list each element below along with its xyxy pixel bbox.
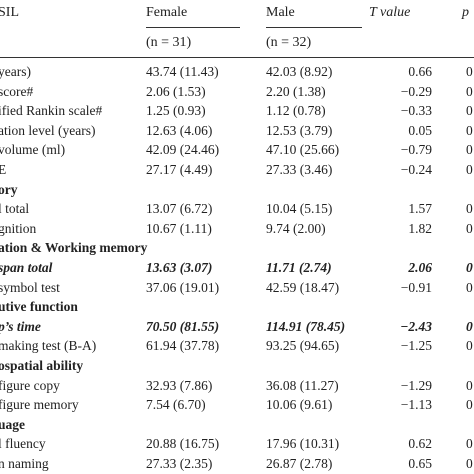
row-female-value: 27.17 (4.49) (146, 162, 213, 177)
row-female-value: 13.63 (3.07) (146, 260, 213, 275)
row-label: l fluency (0, 436, 46, 452)
header-female-n: (n = 31) (146, 35, 192, 50)
row-male-value: 11.71 (2.74) (266, 260, 332, 275)
row-t-value: 0.65 (408, 456, 432, 471)
header-label: SIL (0, 5, 19, 20)
row-label: figure copy (0, 377, 60, 393)
row-label: ospatial ability (0, 358, 84, 373)
row-t-value: −0.79 (400, 142, 432, 158)
row-t-value: −0.91 (400, 279, 432, 295)
row-female-value: 7.54 (6.70) (146, 397, 206, 413)
row-label: symbol test (0, 279, 60, 295)
row-male-value: 9.74 (2.00) (266, 220, 326, 236)
row-female-value: 10.67 (1.11) (146, 220, 212, 236)
row-p-value: 0 (466, 279, 473, 295)
row-female-value: 70.50 (81.55) (146, 318, 220, 334)
row-t-value: −0.33 (400, 103, 432, 119)
row-label: p’s time (0, 318, 41, 334)
row-female-value: 43.74 (11.43) (146, 64, 219, 79)
row-label: volume (ml) (0, 142, 66, 158)
row-female-value: 42.09 (24.46) (146, 142, 220, 158)
row-female-value: 1.25 (0.93) (146, 103, 206, 119)
rule-male (266, 27, 362, 28)
header-male-n: (n = 32) (266, 35, 312, 50)
row-male-value: 26.87 (2.78) (266, 456, 333, 471)
row-female-value: 2.06 (1.53) (146, 83, 206, 99)
row-t-value: −2.43 (400, 318, 432, 334)
row-p-value: 0 (466, 122, 473, 138)
row-t-value: −1.13 (400, 397, 432, 413)
row-p-value: 0 (466, 456, 473, 471)
header-p: p (462, 5, 469, 20)
row-male-value: 10.06 (9.61) (266, 397, 333, 413)
header-t-value: T value (369, 5, 411, 20)
rule-header-bottom (0, 57, 474, 58)
row-label: making test (B-A) (0, 338, 97, 354)
row-t-value: 0.05 (408, 122, 432, 138)
row-female-value: 27.33 (2.35) (146, 456, 213, 471)
row-label: l total (0, 201, 30, 217)
row-p-value: 0 (466, 377, 473, 393)
row-label: E (0, 162, 7, 177)
row-p-value: 0 (466, 397, 473, 413)
row-label: uage (0, 416, 25, 432)
row-p-value: 0 (466, 103, 473, 119)
row-male-value: 114.91 (78.45) (266, 318, 346, 334)
row-male-value: 1.12 (0.78) (266, 103, 326, 119)
row-female-value: 61.94 (37.78) (146, 338, 220, 354)
row-t-value: 2.06 (408, 260, 432, 275)
row-male-value: 17.96 (10.31) (266, 436, 340, 452)
row-male-value: 42.59 (18.47) (266, 279, 340, 295)
row-label: n naming (0, 456, 49, 471)
row-t-value: −0.24 (400, 162, 432, 177)
row-male-value: 2.20 (1.38) (266, 83, 326, 99)
row-label: ation level (years) (0, 122, 96, 138)
row-t-value: −0.29 (400, 83, 432, 99)
row-p-value: 0 (466, 64, 473, 79)
row-t-value: 0.66 (408, 64, 432, 79)
row-p-value: 0 (466, 436, 473, 452)
row-t-value: −1.29 (400, 377, 432, 393)
row-label: gnition (0, 220, 37, 236)
row-p-value: 0 (466, 142, 473, 158)
row-female-value: 37.06 (19.01) (146, 279, 220, 295)
row-p-value: 0 (466, 260, 473, 275)
row-female-value: 20.88 (16.75) (146, 436, 220, 452)
row-label: utive function (0, 299, 78, 315)
row-t-value: 0.62 (408, 436, 432, 452)
row-male-value: 93.25 (94.65) (266, 338, 340, 354)
row-male-value: 36.08 (11.27) (266, 377, 339, 393)
row-label: span total (0, 260, 53, 275)
row-label: years) (0, 64, 31, 79)
row-female-value: 13.07 (6.72) (146, 201, 213, 217)
header-female: Female (146, 5, 188, 20)
row-label: figure memory (0, 397, 79, 413)
row-male-value: 27.33 (3.46) (266, 162, 333, 177)
row-male-value: 12.53 (3.79) (266, 122, 333, 138)
row-male-value: 47.10 (25.66) (266, 142, 340, 158)
row-p-value: 0 (466, 162, 473, 177)
row-label: ation & Working memory (0, 240, 148, 256)
header-male: Male (266, 5, 295, 20)
row-label: ory (0, 181, 18, 197)
row-p-value: 0 (466, 220, 473, 236)
row-p-value: 0 (466, 338, 473, 354)
row-male-value: 10.04 (5.15) (266, 201, 333, 217)
row-p-value: 0 (466, 201, 473, 217)
rule-female (146, 27, 240, 28)
row-p-value: 0 (466, 318, 473, 334)
row-female-value: 12.63 (4.06) (146, 122, 213, 138)
row-female-value: 32.93 (7.86) (146, 377, 213, 393)
row-p-value: 0 (466, 83, 473, 99)
row-label: score# (0, 83, 34, 99)
row-t-value: 1.57 (408, 201, 432, 217)
row-t-value: 1.82 (408, 220, 432, 236)
row-t-value: −1.25 (400, 338, 432, 354)
row-male-value: 42.03 (8.92) (266, 64, 333, 79)
row-label: ified Rankin scale# (0, 103, 103, 119)
